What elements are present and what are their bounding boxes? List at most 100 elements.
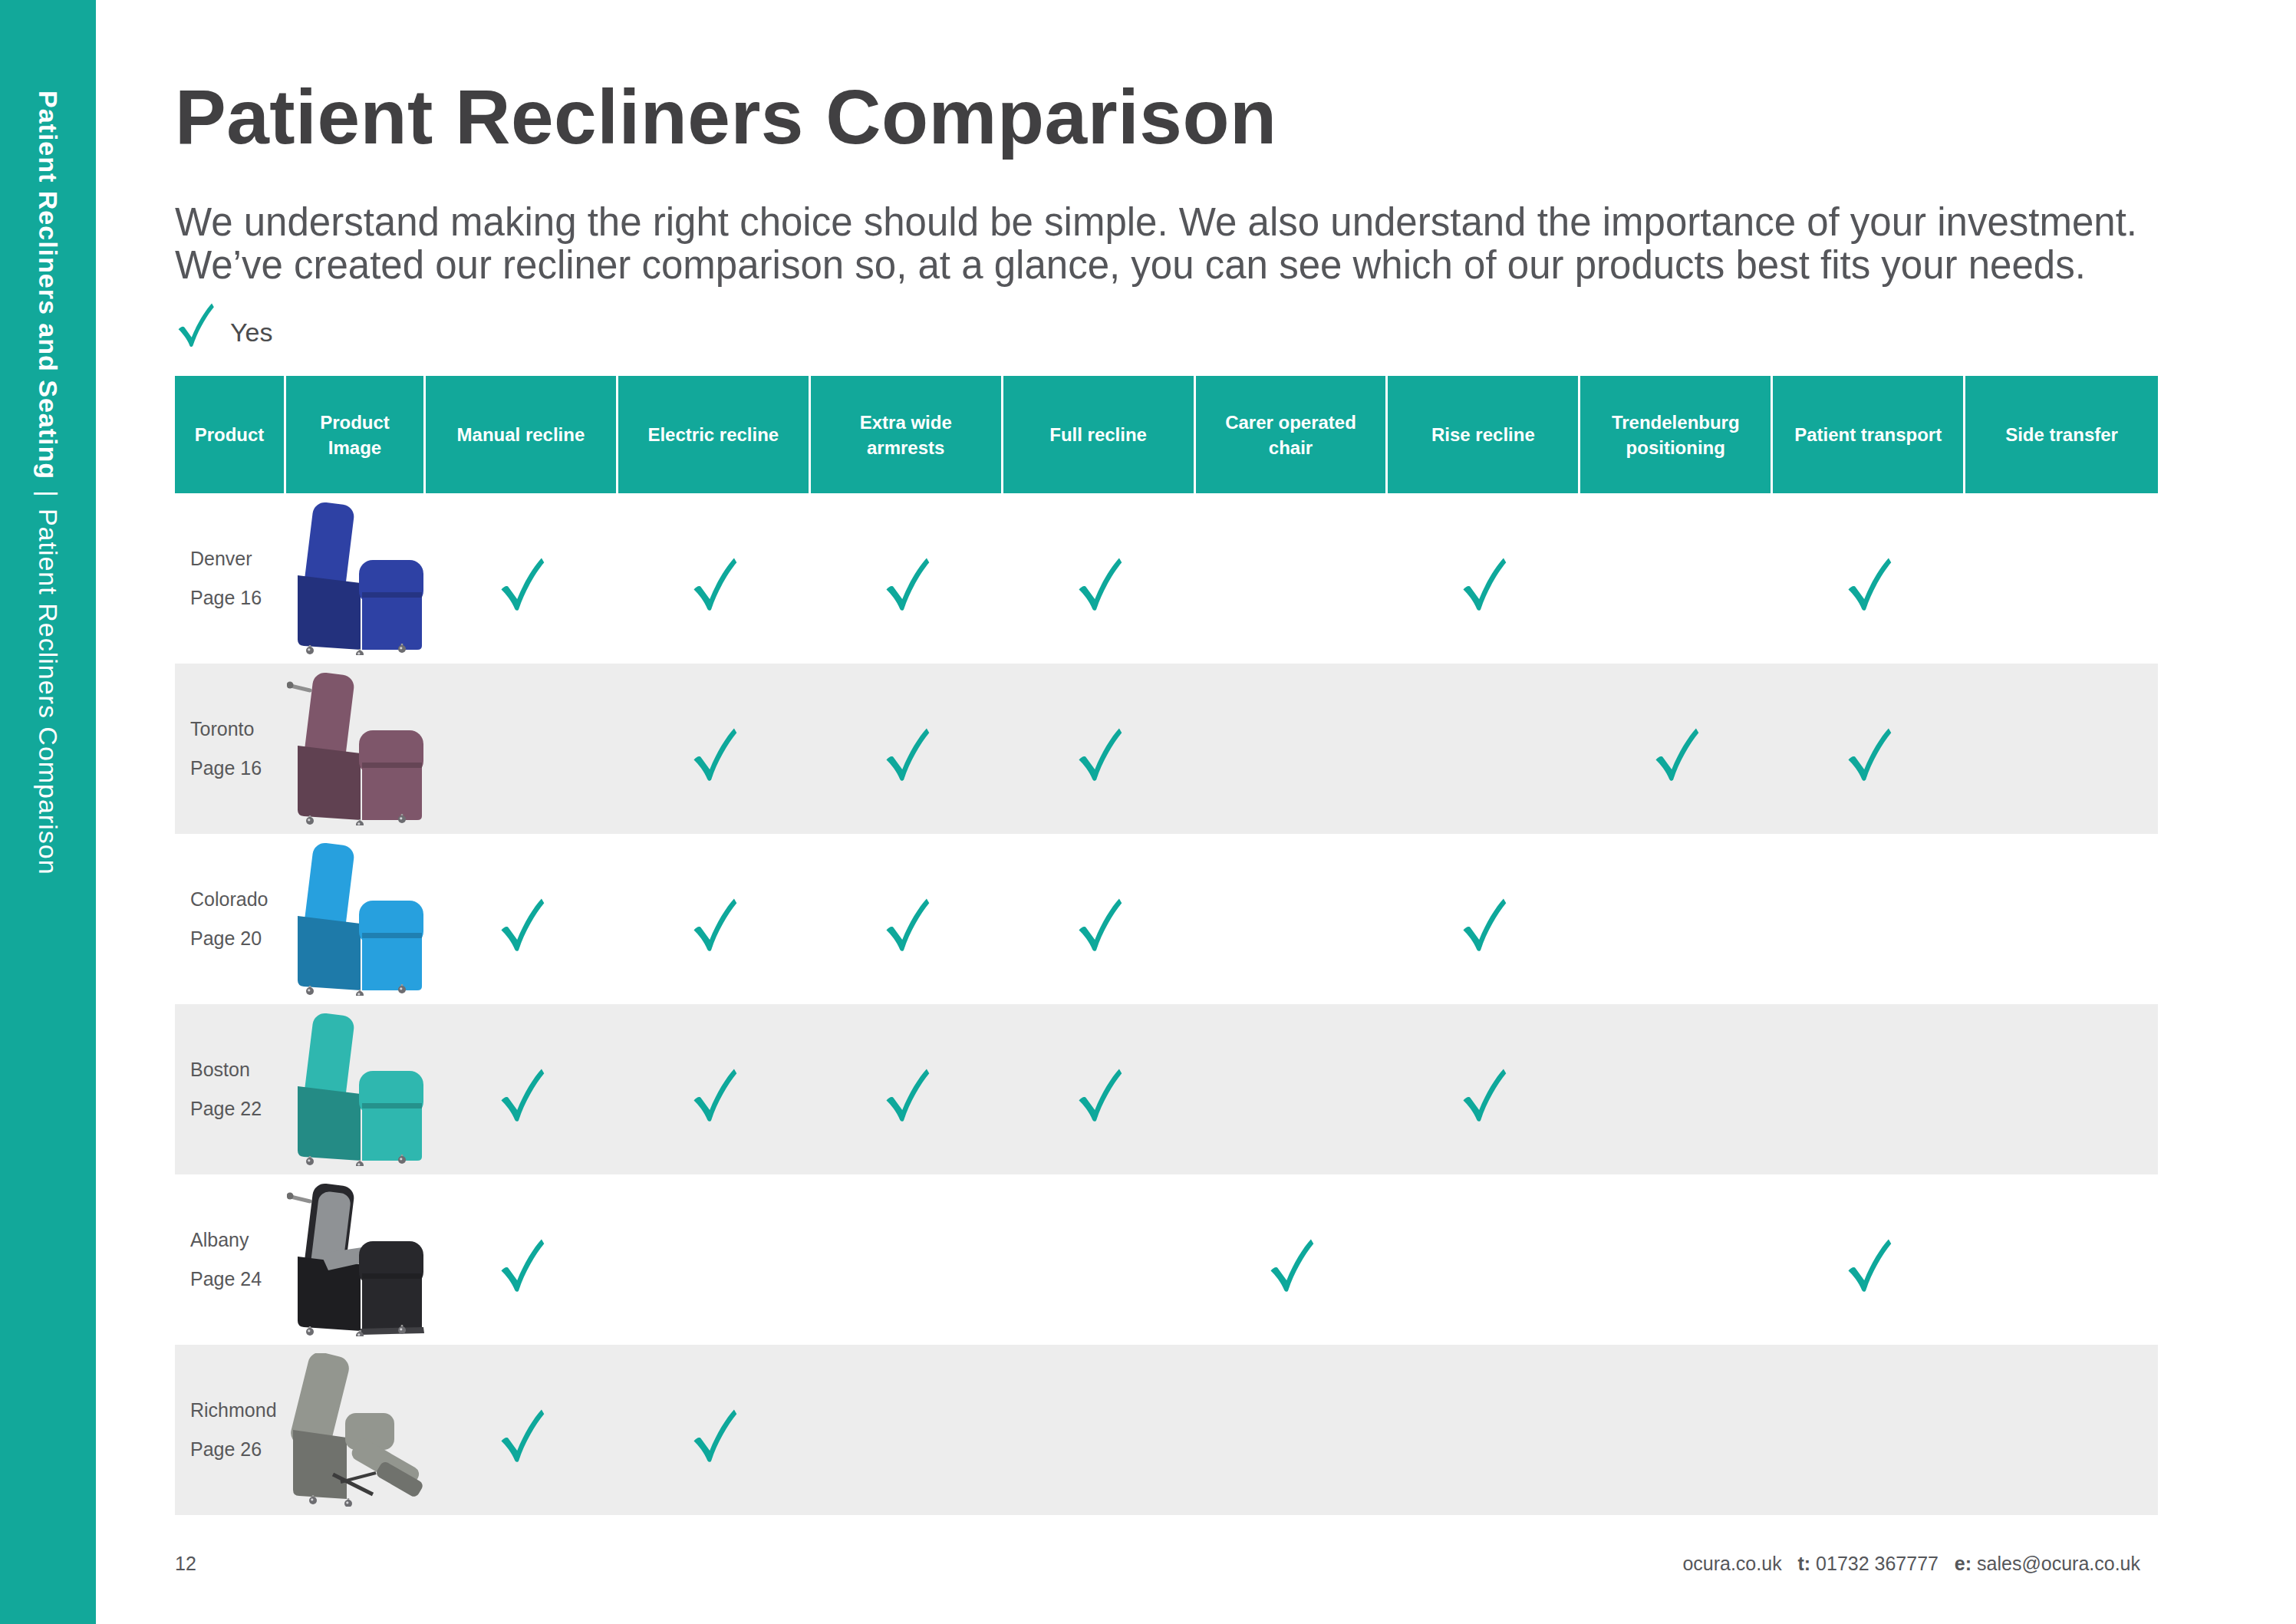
- feature-cell-patient-transport: [1773, 493, 1965, 664]
- feature-cell-side-transfer: [1965, 834, 2158, 1004]
- feature-cell-trendelenburg-positioning: [1580, 834, 1773, 1004]
- product-image-cell: [286, 1174, 426, 1345]
- check-icon: [1653, 728, 1700, 782]
- sidebar-divider: |: [34, 479, 63, 509]
- feature-cell-full-recline: [1003, 493, 1196, 664]
- table-row-denver: DenverPage 16: [175, 493, 2158, 664]
- product-name: Richmond: [190, 1401, 286, 1420]
- column-header-full-recline: Full recline: [1003, 376, 1196, 493]
- feature-cell-manual-recline: [426, 493, 618, 664]
- column-header-manual-recline: Manual recline: [426, 376, 618, 493]
- footer-website: ocura.co.uk: [1682, 1553, 1781, 1574]
- table-row-colorado: Colorado Page 20: [175, 834, 2158, 1004]
- check-icon: [1461, 1069, 1507, 1122]
- product-page: Page 20: [190, 929, 286, 948]
- feature-cell-full-recline: [1003, 1174, 1196, 1345]
- check-icon: [1846, 728, 1892, 782]
- table-row-richmond: Richmond Page 26: [175, 1345, 2158, 1515]
- page-number: 12: [175, 1553, 196, 1575]
- column-header-carer-operated-chair: Carer operated chair: [1196, 376, 1388, 493]
- check-icon: [884, 1069, 931, 1122]
- feature-cell-extra-wide-armrests: [811, 1174, 1003, 1345]
- comparison-table: ProductProduct ImageManual reclineElectr…: [175, 376, 2158, 1515]
- product-name: Boston: [190, 1060, 286, 1079]
- check-icon: [691, 1409, 738, 1463]
- product-name: Colorado: [190, 890, 286, 909]
- feature-cell-rise-recline: [1388, 834, 1580, 1004]
- colorado-product-image: [287, 842, 425, 996]
- feature-cell-trendelenburg-positioning: [1580, 493, 1773, 664]
- check-icon: [499, 558, 545, 611]
- feature-cell-rise-recline: [1388, 1004, 1580, 1174]
- check-icon: [499, 1409, 545, 1463]
- boston-product-image: [287, 1013, 425, 1166]
- product-page: Page 22: [190, 1099, 286, 1118]
- check-icon: [691, 1069, 738, 1122]
- feature-cell-manual-recline: [426, 664, 618, 834]
- check-icon: [1461, 558, 1507, 611]
- feature-cell-extra-wide-armrests: [811, 1004, 1003, 1174]
- feature-cell-manual-recline: [426, 1004, 618, 1174]
- column-header-product-image: Product Image: [286, 376, 426, 493]
- page-title: Patient Recliners Comparison: [175, 78, 1277, 155]
- check-icon: [1461, 898, 1507, 952]
- check-icon: [1076, 898, 1123, 952]
- feature-cell-carer-operated-chair: [1196, 1004, 1388, 1174]
- product-page: Page 24: [190, 1270, 286, 1289]
- feature-cell-patient-transport: [1773, 1174, 1965, 1345]
- toronto-product-image: [287, 672, 425, 825]
- feature-cell-manual-recline: [426, 1345, 618, 1515]
- feature-cell-trendelenburg-positioning: [1580, 664, 1773, 834]
- feature-cell-manual-recline: [426, 1174, 618, 1345]
- feature-cell-rise-recline: [1388, 664, 1580, 834]
- richmond-product-image: [287, 1353, 425, 1507]
- feature-cell-side-transfer: [1965, 1004, 2158, 1174]
- denver-product-image: [287, 502, 425, 655]
- footer-phone-label: t:: [1797, 1553, 1810, 1574]
- check-icon: [884, 558, 931, 611]
- column-header-electric-recline: Electric recline: [618, 376, 811, 493]
- feature-cell-electric-recline: [618, 1174, 811, 1345]
- check-icon: [499, 1239, 545, 1293]
- table-row-albany: Albany Page 24: [175, 1174, 2158, 1345]
- check-icon: [176, 303, 215, 351]
- intro-line-1: We understand making the right choice sh…: [175, 200, 2137, 244]
- check-icon: [1846, 1239, 1892, 1293]
- feature-cell-trendelenburg-positioning: [1580, 1345, 1773, 1515]
- table-row-toronto: TorontoPage 16: [175, 664, 2158, 834]
- feature-cell-full-recline: [1003, 1345, 1196, 1515]
- check-icon: [884, 728, 931, 782]
- feature-cell-extra-wide-armrests: [811, 834, 1003, 1004]
- check-icon: [691, 898, 738, 952]
- sidebar-page-label: Patient Recliners Comparison: [34, 509, 63, 875]
- feature-cell-patient-transport: [1773, 1004, 1965, 1174]
- product-name-cell: Colorado Page 20: [175, 834, 286, 1004]
- check-icon: [1076, 728, 1123, 782]
- feature-cell-electric-recline: [618, 1004, 811, 1174]
- check-icon: [499, 1069, 545, 1122]
- check-icon: [499, 898, 545, 952]
- feature-cell-carer-operated-chair: [1196, 834, 1388, 1004]
- sidebar: Patient Recliners and Seating|Patient Re…: [0, 0, 96, 1624]
- product-name: Albany: [190, 1230, 286, 1250]
- sidebar-vertical-title: Patient Recliners and Seating|Patient Re…: [33, 91, 63, 875]
- product-name-cell: Boston Page 22: [175, 1004, 286, 1174]
- feature-cell-rise-recline: [1388, 493, 1580, 664]
- legend-label: Yes: [230, 318, 272, 351]
- check-icon: [1076, 1069, 1123, 1122]
- product-page: Page 16: [190, 759, 286, 778]
- feature-cell-rise-recline: [1388, 1174, 1580, 1345]
- check-icon: [691, 728, 738, 782]
- feature-cell-electric-recline: [618, 834, 811, 1004]
- product-name-cell: TorontoPage 16: [175, 664, 286, 834]
- product-page: Page 26: [190, 1440, 286, 1459]
- feature-cell-trendelenburg-positioning: [1580, 1174, 1773, 1345]
- product-image-cell: [286, 493, 426, 664]
- table-row-boston: Boston Page 22: [175, 1004, 2158, 1174]
- footer-phone: 01732 367777: [1816, 1553, 1939, 1574]
- footer-contact: ocura.co.uk t: 01732 367777 e: sales@ocu…: [1682, 1553, 2140, 1575]
- feature-cell-rise-recline: [1388, 1345, 1580, 1515]
- product-image-cell: [286, 1004, 426, 1174]
- feature-cell-extra-wide-armrests: [811, 1345, 1003, 1515]
- check-icon: [1076, 558, 1123, 611]
